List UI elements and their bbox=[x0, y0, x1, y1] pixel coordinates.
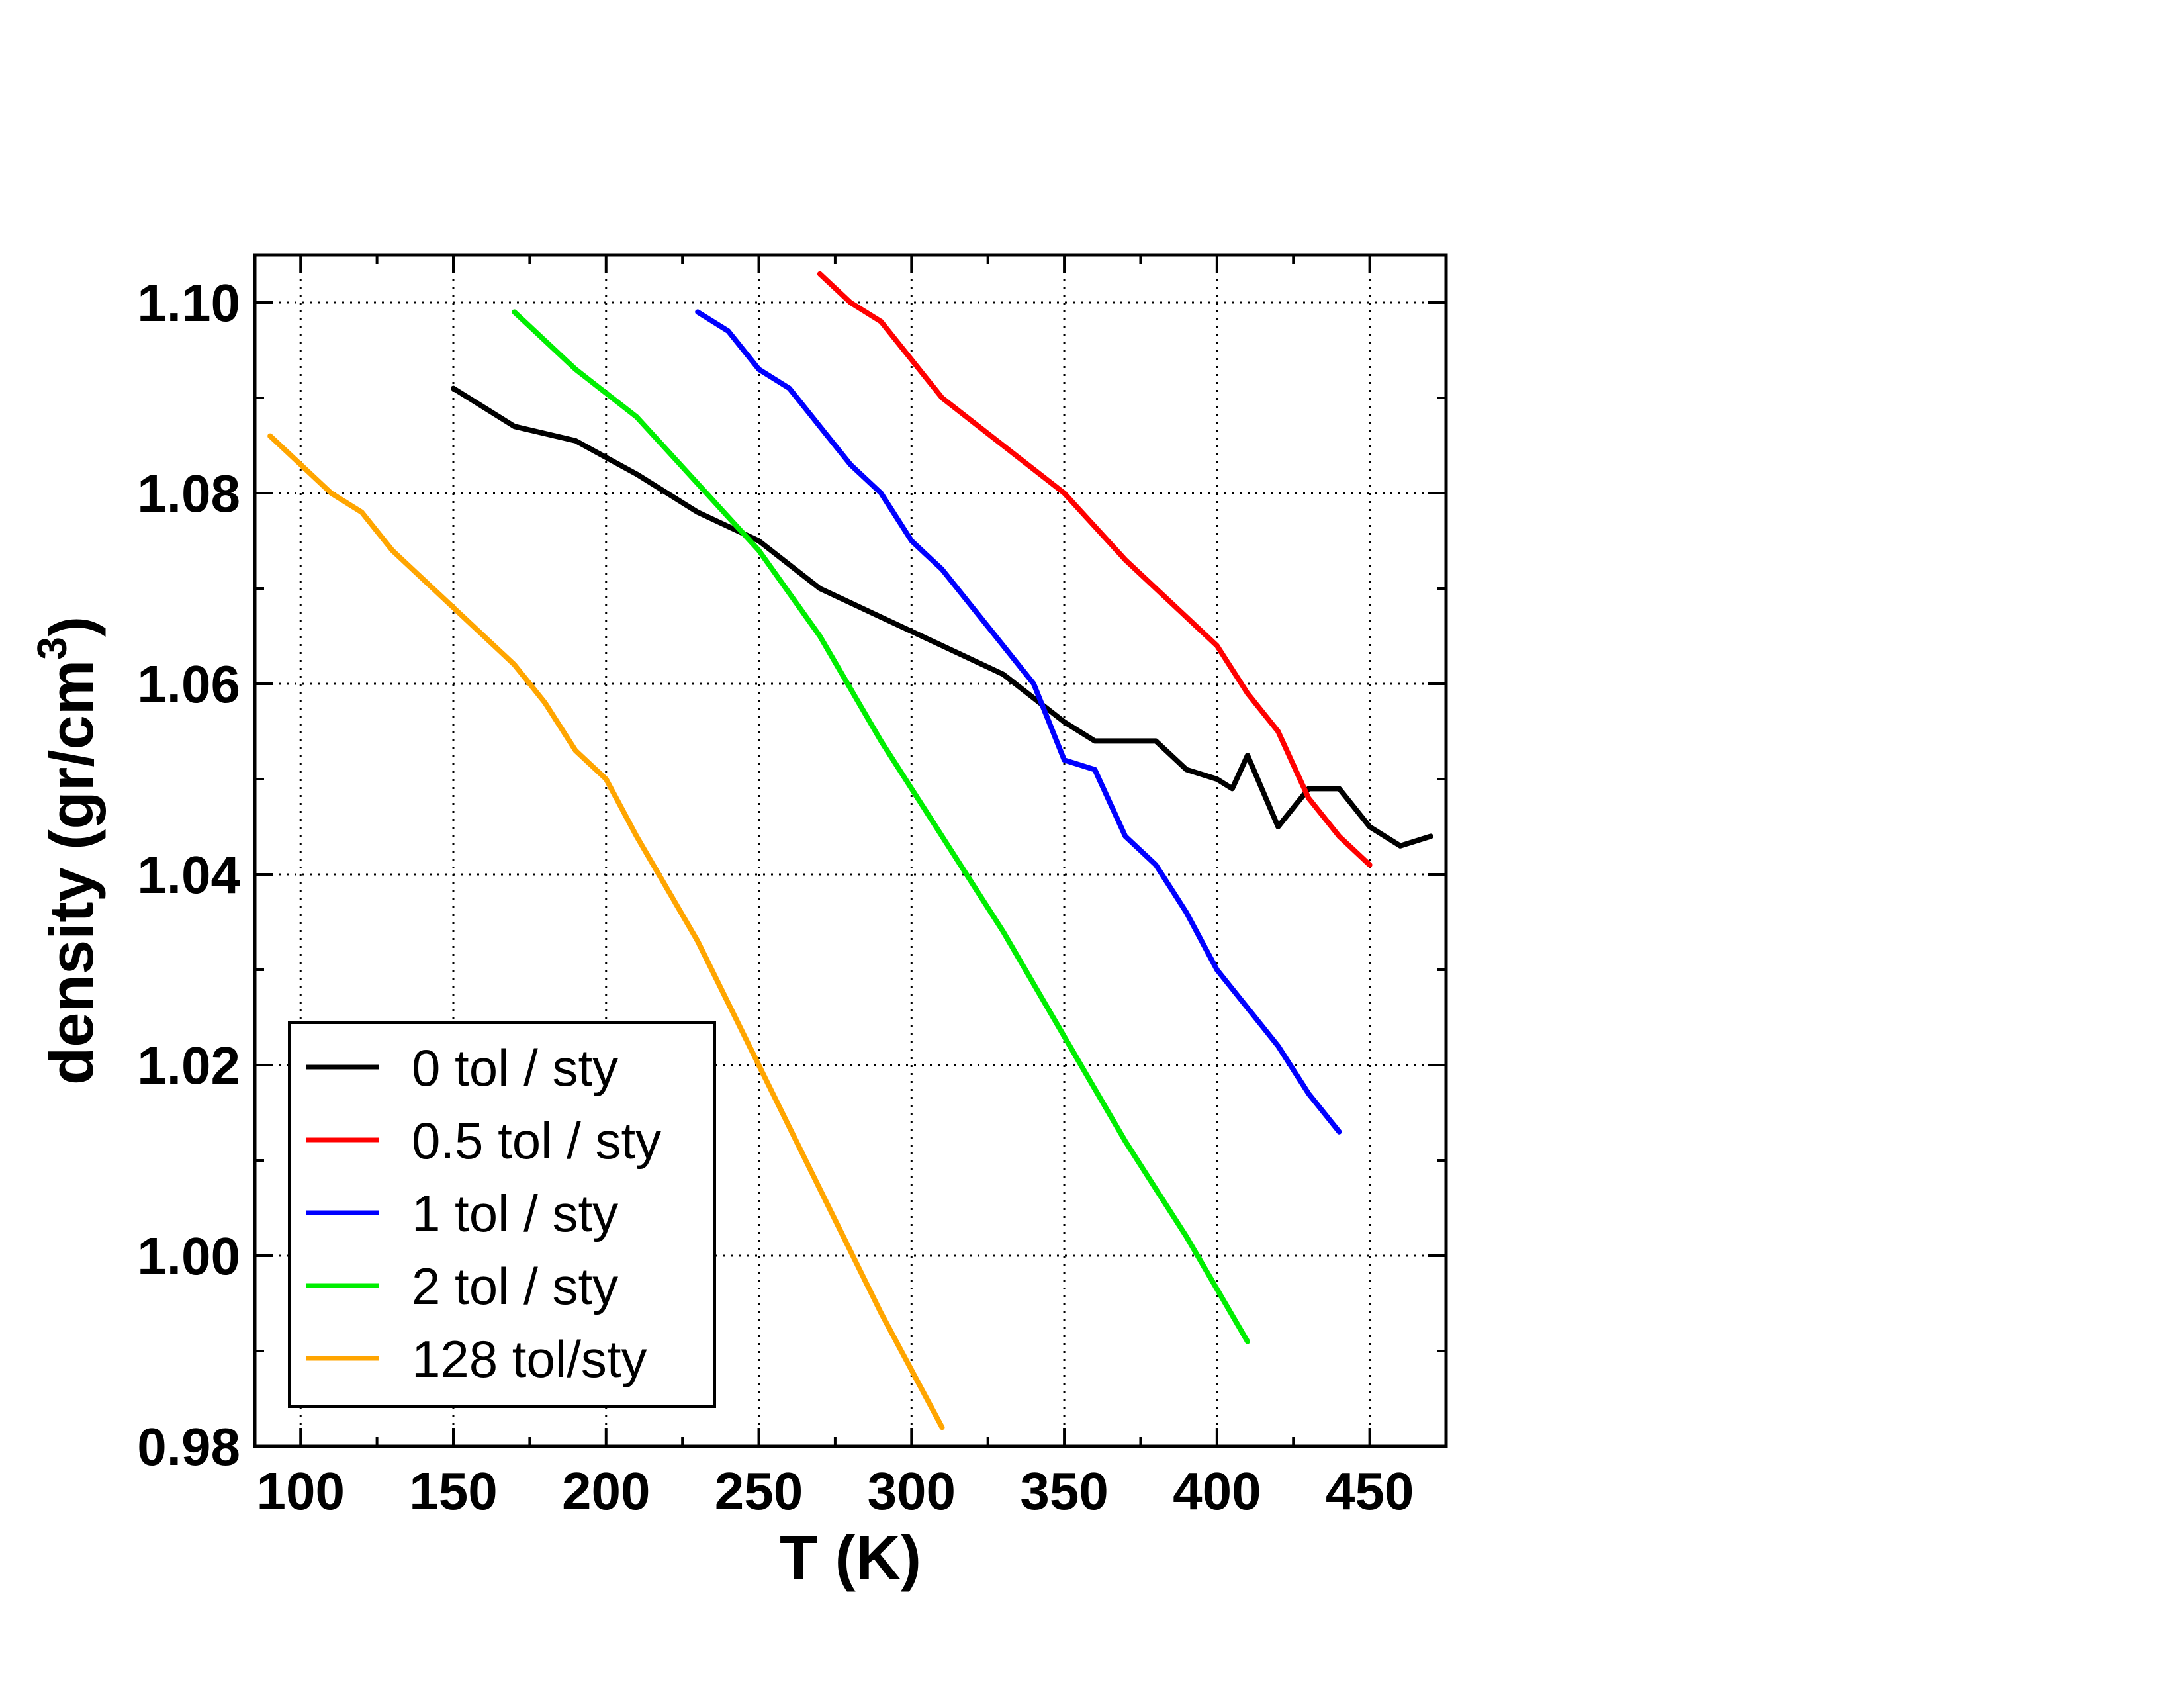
y-tick-label: 1.02 bbox=[137, 1036, 240, 1095]
y-tick-label: 1.06 bbox=[137, 655, 240, 714]
x-tick-label: 100 bbox=[256, 1462, 344, 1521]
x-tick-label: 300 bbox=[868, 1462, 956, 1521]
legend-label-3: 2 tol / sty bbox=[412, 1257, 618, 1315]
x-tick-label: 400 bbox=[1173, 1462, 1261, 1521]
y-tick-label: 1.10 bbox=[137, 273, 240, 332]
y-tick-label: 1.08 bbox=[137, 464, 240, 523]
y-axis-title-close: ) bbox=[36, 616, 106, 637]
data-series bbox=[267, 271, 1433, 1430]
x-tick-labels: 100 150 200 250 300 350 400 450 bbox=[256, 1462, 1414, 1521]
series-line-0 bbox=[451, 385, 1433, 849]
x-tick-label: 350 bbox=[1020, 1462, 1108, 1521]
legend-label-0: 0 tol / sty bbox=[412, 1039, 618, 1097]
x-tick-label: 450 bbox=[1326, 1462, 1414, 1521]
y-axis-title-main: density (gr/cm bbox=[36, 660, 106, 1086]
x-tick-label: 200 bbox=[562, 1462, 650, 1521]
legend-items: 0 tol / sty 0.5 tol / sty 1 tol / sty 2 tol… bbox=[306, 1039, 661, 1388]
y-tick-label: 0.98 bbox=[137, 1417, 240, 1476]
legend-label-4: 128 tol/sty bbox=[412, 1330, 647, 1388]
series-line-2 bbox=[695, 309, 1342, 1135]
y-axis-title: density (gr/cm3) bbox=[30, 616, 106, 1085]
series-line-4 bbox=[267, 433, 945, 1430]
x-axis-title: T (K) bbox=[780, 1523, 921, 1592]
y-tick-labels: 0.98 1.00 1.02 1.04 1.06 1.08 1.10 bbox=[137, 273, 240, 1476]
legend: 0 tol / sty 0.5 tol / sty 1 tol / sty 2 tol… bbox=[288, 1021, 716, 1408]
x-tick-label: 150 bbox=[409, 1462, 497, 1521]
x-tick-label: 250 bbox=[715, 1462, 803, 1521]
legend-label-2: 1 tol / sty bbox=[412, 1184, 618, 1243]
legend-label-1: 0.5 tol / sty bbox=[412, 1111, 661, 1170]
series-line-1 bbox=[817, 271, 1373, 868]
y-axis-title-superscript: 3 bbox=[30, 637, 75, 659]
y-tick-label: 1.00 bbox=[137, 1227, 240, 1286]
y-tick-label: 1.04 bbox=[137, 845, 240, 904]
series-line-3 bbox=[512, 309, 1250, 1344]
plot-frame bbox=[253, 253, 1448, 1448]
